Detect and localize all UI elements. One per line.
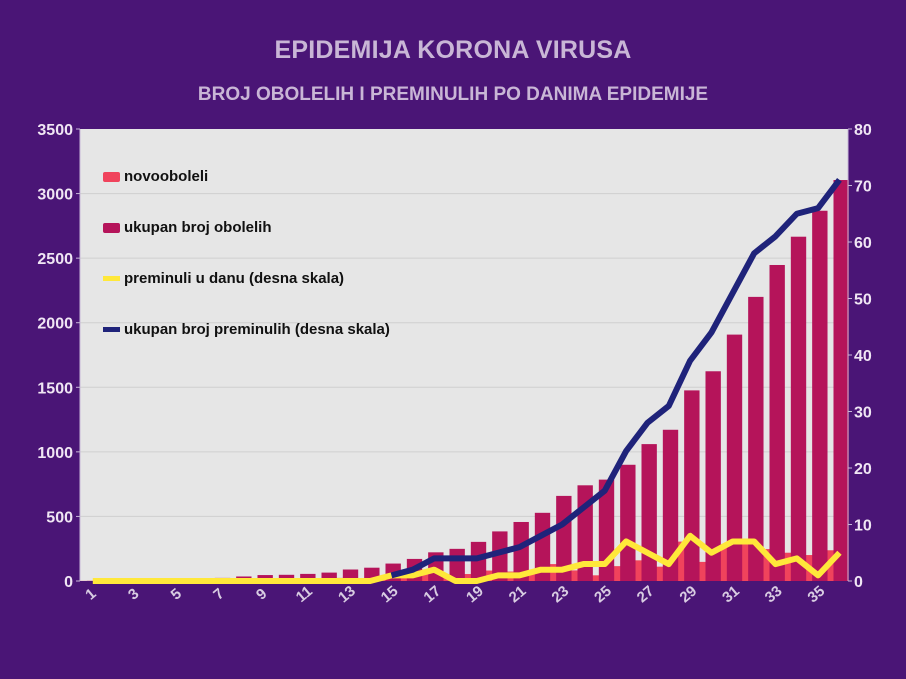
x-tick-label: 11 — [293, 583, 316, 606]
right-tick-label: 20 — [854, 461, 872, 478]
total-cases-bar — [321, 572, 337, 581]
total-cases-bar — [662, 429, 679, 581]
x-tick-label: 17 — [420, 583, 444, 607]
legend-item-new-cases: novooboleli — [103, 168, 208, 185]
total-cases-bar — [300, 573, 316, 581]
x-tick-label: 21 — [506, 583, 530, 607]
right-axis-ticks: 0 10 20 30 40 50 60 70 80 — [848, 122, 872, 591]
total-cases-bar — [705, 371, 721, 581]
total-cases-bar — [492, 531, 508, 581]
total-cases-bar — [470, 541, 487, 581]
legend-label: ukupan broj preminulih (desna skala) — [124, 321, 390, 338]
right-tick-label: 30 — [854, 405, 872, 422]
daily-deaths-line — [92, 532, 842, 584]
x-tick-label: 29 — [676, 583, 700, 607]
total-cases-bars — [86, 180, 849, 582]
right-tick-label: 50 — [854, 292, 872, 309]
total-cases-bar — [684, 390, 700, 581]
legend-label: ukupan broj obolelih — [124, 219, 272, 236]
total-cases-bar — [641, 444, 657, 581]
total-cases-bar — [790, 236, 807, 581]
total-cases-bar — [278, 574, 295, 581]
x-tick-label: 31 — [719, 583, 743, 607]
left-tick-label: 0 — [64, 574, 73, 591]
x-tick-label: 5 — [168, 585, 185, 603]
right-tick-label: 40 — [854, 348, 872, 365]
x-tick-label: 15 — [378, 583, 402, 607]
total-cases-bar — [620, 464, 636, 581]
x-tick-label: 19 — [463, 583, 487, 607]
left-tick-label: 2000 — [37, 316, 73, 333]
total-cases-bar — [342, 569, 359, 581]
x-tick-label: 9 — [253, 585, 270, 603]
total-cases-bar — [812, 210, 828, 581]
right-tick-label: 70 — [854, 179, 872, 196]
left-tick-label: 2500 — [37, 251, 73, 268]
legend-line-icon — [103, 327, 120, 332]
left-tick-label: 500 — [46, 509, 73, 526]
x-tick-label: 33 — [762, 583, 786, 607]
legend-swatch-icon — [103, 222, 120, 233]
legend-label: novooboleli — [124, 168, 209, 185]
legend-swatch-icon — [103, 171, 120, 182]
right-tick-label: 0 — [854, 574, 863, 591]
x-tick-label: 3 — [125, 585, 142, 603]
left-tick-label: 1500 — [37, 380, 73, 397]
legend-line-icon — [103, 276, 120, 281]
total-deaths-line — [390, 178, 842, 579]
x-tick-label: 13 — [335, 583, 359, 607]
legend-label: preminuli u danu (desna skala) — [124, 270, 345, 287]
left-tick-label: 3000 — [37, 187, 73, 204]
chart-subtitle: BROJ OBOLELIH I PREMINULIH PO DANIMA EPI… — [197, 84, 709, 105]
total-cases-bar — [833, 180, 849, 582]
x-tick-label: 35 — [804, 583, 828, 607]
x-tick-label: 1 — [82, 585, 99, 603]
legend-item-total-cases: ukupan broj obolelih — [103, 219, 272, 236]
total-cases-bar — [513, 521, 529, 581]
x-tick-label: 23 — [548, 583, 572, 607]
left-tick-label: 3500 — [37, 122, 73, 139]
right-tick-label: 10 — [854, 518, 872, 535]
x-tick-label: 25 — [591, 583, 615, 607]
right-tick-label: 60 — [854, 235, 872, 252]
x-tick-label: 27 — [634, 583, 658, 607]
x-axis-ticks: 1 3 5 7 9 11 13 15 17 19 21 23 25 27 29 31 33 35 — [82, 583, 828, 607]
legend-item-total-deaths: ukupan broj preminulih (desna skala) — [103, 321, 390, 338]
legend-item-daily-deaths: preminuli u danu (desna skala) — [103, 270, 344, 287]
right-tick-label: 80 — [854, 122, 872, 139]
left-tick-label: 1000 — [37, 445, 73, 462]
total-cases-bar — [748, 296, 764, 581]
chart-title: EPIDEMIJA KORONA VIRUSA — [274, 36, 632, 64]
total-cases-bar — [726, 334, 743, 581]
x-tick-label: 7 — [210, 585, 227, 603]
left-axis-ticks: 0 500 1000 1500 2000 2500 3000 3500 — [37, 122, 80, 591]
total-cases-bar — [769, 264, 785, 581]
